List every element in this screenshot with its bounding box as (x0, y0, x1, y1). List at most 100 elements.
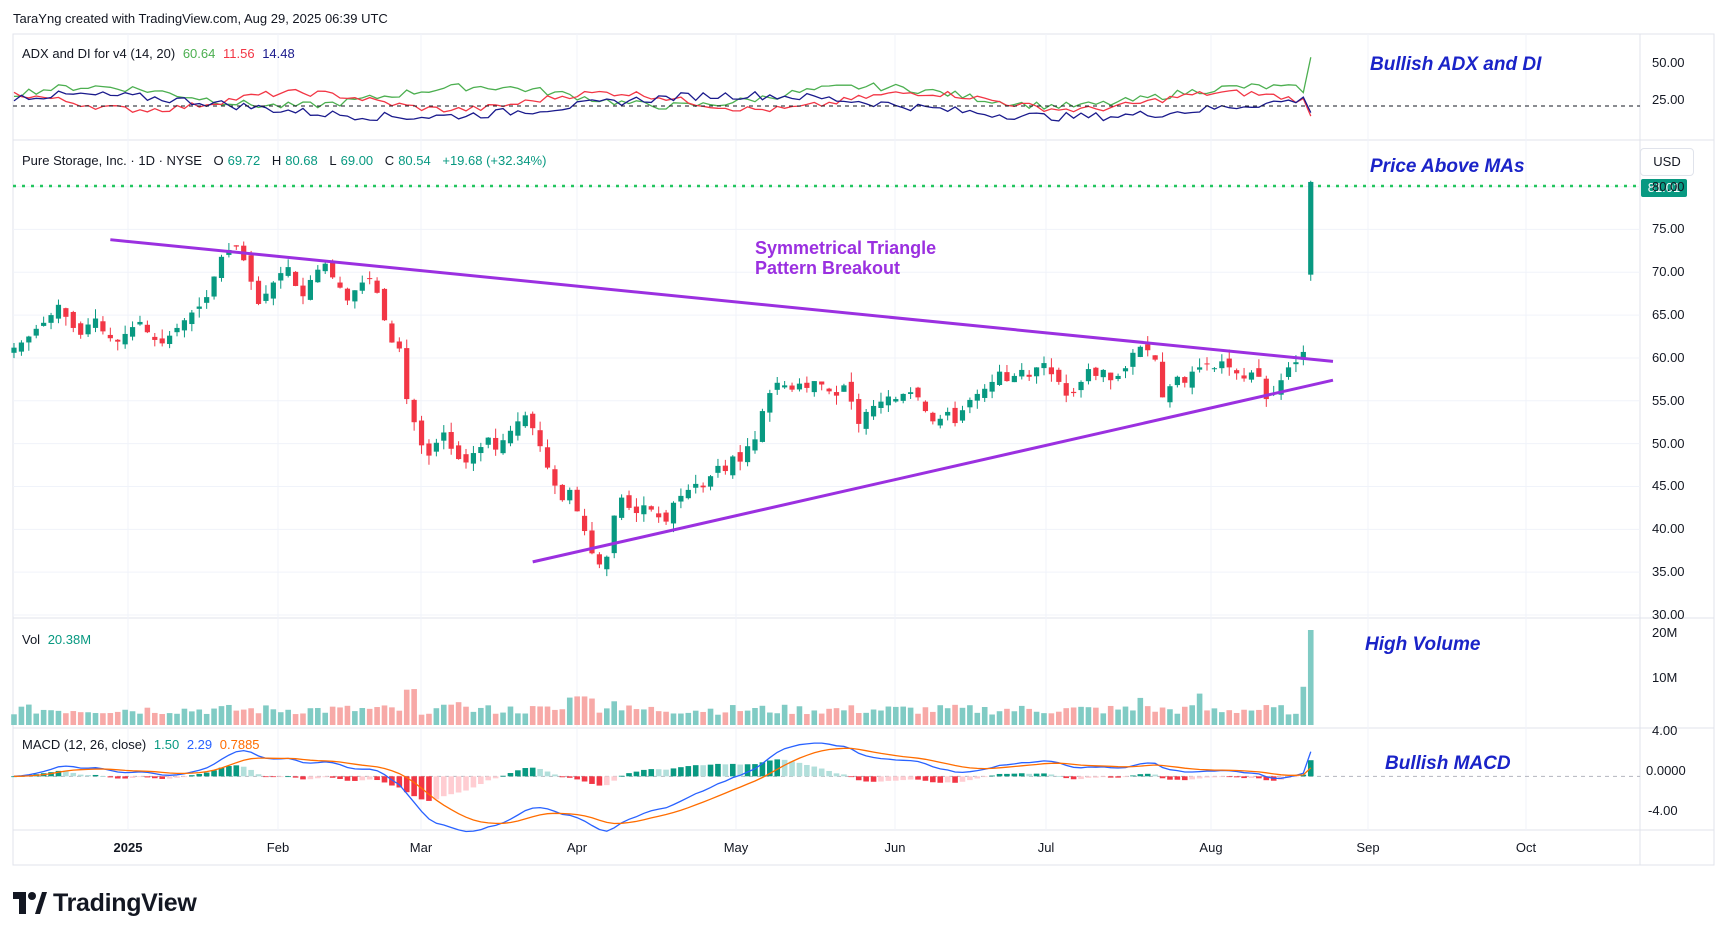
candle-body (433, 442, 439, 452)
candle-body (1071, 391, 1077, 394)
volume-bar (1159, 707, 1166, 725)
candle-body (544, 447, 551, 468)
candle-body (1085, 369, 1092, 382)
candle-body (389, 323, 395, 343)
ohlc-high: H 80.68 (272, 153, 322, 168)
macd-histogram-bar (233, 765, 240, 777)
candle-body (893, 399, 899, 402)
candle-body (819, 381, 825, 385)
candle-body (915, 387, 921, 398)
macd-histogram-bar (122, 776, 128, 779)
macd-histogram-bar (1204, 776, 1210, 778)
volume-bar (1270, 707, 1277, 725)
macd-histogram-bar (248, 769, 254, 777)
candle-body (1041, 363, 1047, 369)
candle-body (122, 333, 128, 345)
macd-histogram-bar (885, 776, 892, 781)
candle-body (574, 489, 580, 512)
volume-bar (166, 713, 173, 725)
volume-bar (744, 710, 751, 725)
pattern-label-line1: Symmetrical Triangle (755, 238, 937, 258)
volume-bar (537, 706, 543, 725)
macd-histogram-bar (1226, 776, 1233, 778)
volume-bar (907, 707, 914, 725)
volume-bar (263, 705, 269, 725)
volume-bar (855, 713, 862, 725)
volume-bar (1018, 705, 1025, 725)
macd-histogram-bar (329, 776, 336, 778)
macd-histogram-bar (211, 770, 217, 777)
volume-bar (218, 706, 225, 725)
volume-bar (159, 714, 165, 725)
candle-body (248, 255, 254, 282)
macd-histogram-bar (381, 776, 388, 783)
volume-bar (1256, 709, 1262, 725)
candle-body (1122, 368, 1129, 372)
candle-body (292, 271, 299, 286)
candle-body (1226, 358, 1232, 368)
macd-histogram-bar (566, 776, 573, 778)
macd-histogram-bar (1026, 773, 1032, 777)
candle-body (63, 308, 69, 317)
volume-bar (1248, 710, 1255, 725)
chart-credit: TaraYng created with TradingView.com, Au… (13, 11, 388, 26)
macd-histogram-bar (352, 776, 358, 781)
time-axis-label: Aug (1199, 840, 1223, 855)
volume-bar (144, 707, 151, 725)
volume-bar (1056, 711, 1062, 725)
price-tick: 35.00 (1652, 564, 1685, 580)
candle-body (233, 245, 239, 247)
macd-histogram-bar (915, 776, 921, 780)
candle-body (33, 328, 39, 336)
macd-histogram-bar (1115, 776, 1121, 778)
candle-body (1152, 355, 1158, 360)
ohlc-high-value: 80.68 (285, 153, 318, 168)
volume-bar (478, 707, 484, 725)
trendline-resistance (110, 238, 1334, 363)
macd-histogram-bar (855, 776, 862, 781)
macd-histogram-bar (996, 773, 1003, 777)
candle-body (782, 385, 788, 388)
volume-bar (841, 710, 847, 725)
candle-body (789, 385, 795, 390)
volume-bar (729, 705, 736, 725)
macd-histogram-bar (389, 776, 395, 786)
ohlc-close-label: C (384, 153, 395, 168)
macd-histogram-bar (618, 775, 625, 777)
volume-bar (944, 708, 951, 725)
volume-bar (389, 707, 395, 725)
candle-body (418, 420, 425, 446)
macd-histogram-bar (922, 776, 929, 781)
candle-body (982, 388, 988, 398)
macd-histogram-bar (648, 769, 655, 777)
volume-bar (485, 705, 492, 725)
candle-body (678, 495, 684, 502)
currency-button[interactable]: USD (1640, 148, 1694, 176)
macd-histogram-bar (1018, 773, 1025, 777)
time-axis-label: Apr (566, 840, 588, 855)
macd-histogram-bar (455, 776, 462, 793)
macd-histogram-bar (218, 767, 225, 777)
candle-body (381, 288, 388, 321)
macd-histogram-bar (833, 773, 840, 777)
candle-body (1063, 383, 1069, 396)
ohlc-open-value: 69.72 (227, 153, 261, 168)
candle-body (648, 506, 654, 510)
macd-histogram-bar (255, 774, 262, 777)
volume-bar (1174, 713, 1181, 725)
macd-histogram-bar (403, 776, 410, 793)
candle-body (1263, 378, 1269, 400)
macd-histogram-bar (907, 776, 914, 780)
volume-bar (403, 689, 410, 725)
macd-tick: 0.0000 (1646, 763, 1686, 778)
volume-bar (92, 713, 99, 725)
volume-bar (418, 714, 425, 725)
candle-body (707, 476, 714, 487)
candle-body (841, 385, 847, 392)
macd-histogram-bar (1152, 774, 1158, 777)
macd-histogram-bar (63, 771, 69, 777)
candle-body (181, 320, 188, 331)
volume-bar (1115, 709, 1121, 725)
volume-title: Vol (22, 632, 41, 647)
